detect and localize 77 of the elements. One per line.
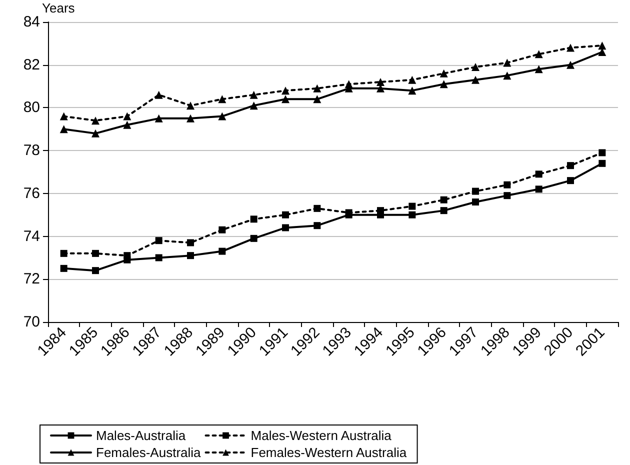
point [123, 112, 132, 120]
point [218, 248, 226, 255]
y-tick-label: 76 [23, 184, 40, 202]
point [504, 192, 511, 200]
legend-label: Males-Australia [96, 428, 186, 443]
point [376, 78, 384, 86]
point [440, 207, 448, 214]
point [408, 86, 416, 95]
point [187, 239, 194, 246]
point [250, 102, 258, 110]
point [154, 114, 163, 122]
point [124, 252, 131, 260]
point [472, 188, 479, 195]
point [503, 58, 512, 67]
point [598, 160, 606, 167]
point [186, 102, 194, 110]
point [123, 120, 132, 129]
point [218, 112, 226, 120]
point [186, 114, 194, 122]
point [92, 250, 99, 257]
point [187, 252, 194, 260]
point [535, 186, 542, 193]
y-tick-label: 70 [23, 314, 40, 330]
point [472, 76, 480, 84]
point [598, 42, 606, 50]
point [250, 90, 258, 99]
point [92, 129, 100, 138]
point [314, 204, 321, 212]
point [567, 162, 574, 170]
point [440, 196, 448, 204]
point [566, 44, 574, 52]
y-tick-label: 72 [23, 270, 40, 288]
point [154, 90, 163, 99]
point [60, 112, 68, 120]
y-tick-label: 84 [23, 14, 40, 30]
point [504, 181, 511, 188]
point [250, 216, 258, 223]
point [344, 80, 353, 88]
point [534, 50, 543, 58]
point [313, 84, 322, 92]
point [282, 224, 289, 232]
point [408, 202, 416, 210]
point [92, 116, 100, 125]
y-axis-title: Years [42, 0, 76, 16]
point [472, 198, 479, 206]
point [155, 237, 162, 244]
point [535, 170, 542, 178]
point [218, 95, 226, 104]
point [250, 234, 258, 242]
point [155, 254, 162, 262]
legend-label: Females-Australia [96, 445, 202, 460]
point [408, 76, 416, 84]
point [566, 60, 574, 69]
point [440, 80, 448, 88]
legend-label: Males-Western Australia [250, 428, 392, 443]
point [440, 69, 448, 78]
y-tick-label: 80 [23, 99, 40, 116]
point [282, 86, 290, 95]
point [314, 222, 321, 230]
legend-label: Females-Western Australia [250, 445, 408, 460]
point [313, 95, 322, 104]
point [598, 149, 606, 156]
point [60, 250, 68, 257]
point [92, 267, 99, 274]
y-tick-label: 78 [23, 142, 40, 160]
point [282, 95, 290, 104]
point [60, 264, 68, 272]
point [218, 226, 226, 234]
point [60, 125, 68, 134]
point [567, 177, 574, 184]
point [503, 72, 512, 80]
point [282, 211, 289, 218]
y-tick-label: 74 [23, 228, 40, 245]
point [472, 63, 480, 71]
point [534, 65, 543, 74]
y-tick-label: 82 [23, 56, 40, 74]
point [408, 211, 416, 218]
